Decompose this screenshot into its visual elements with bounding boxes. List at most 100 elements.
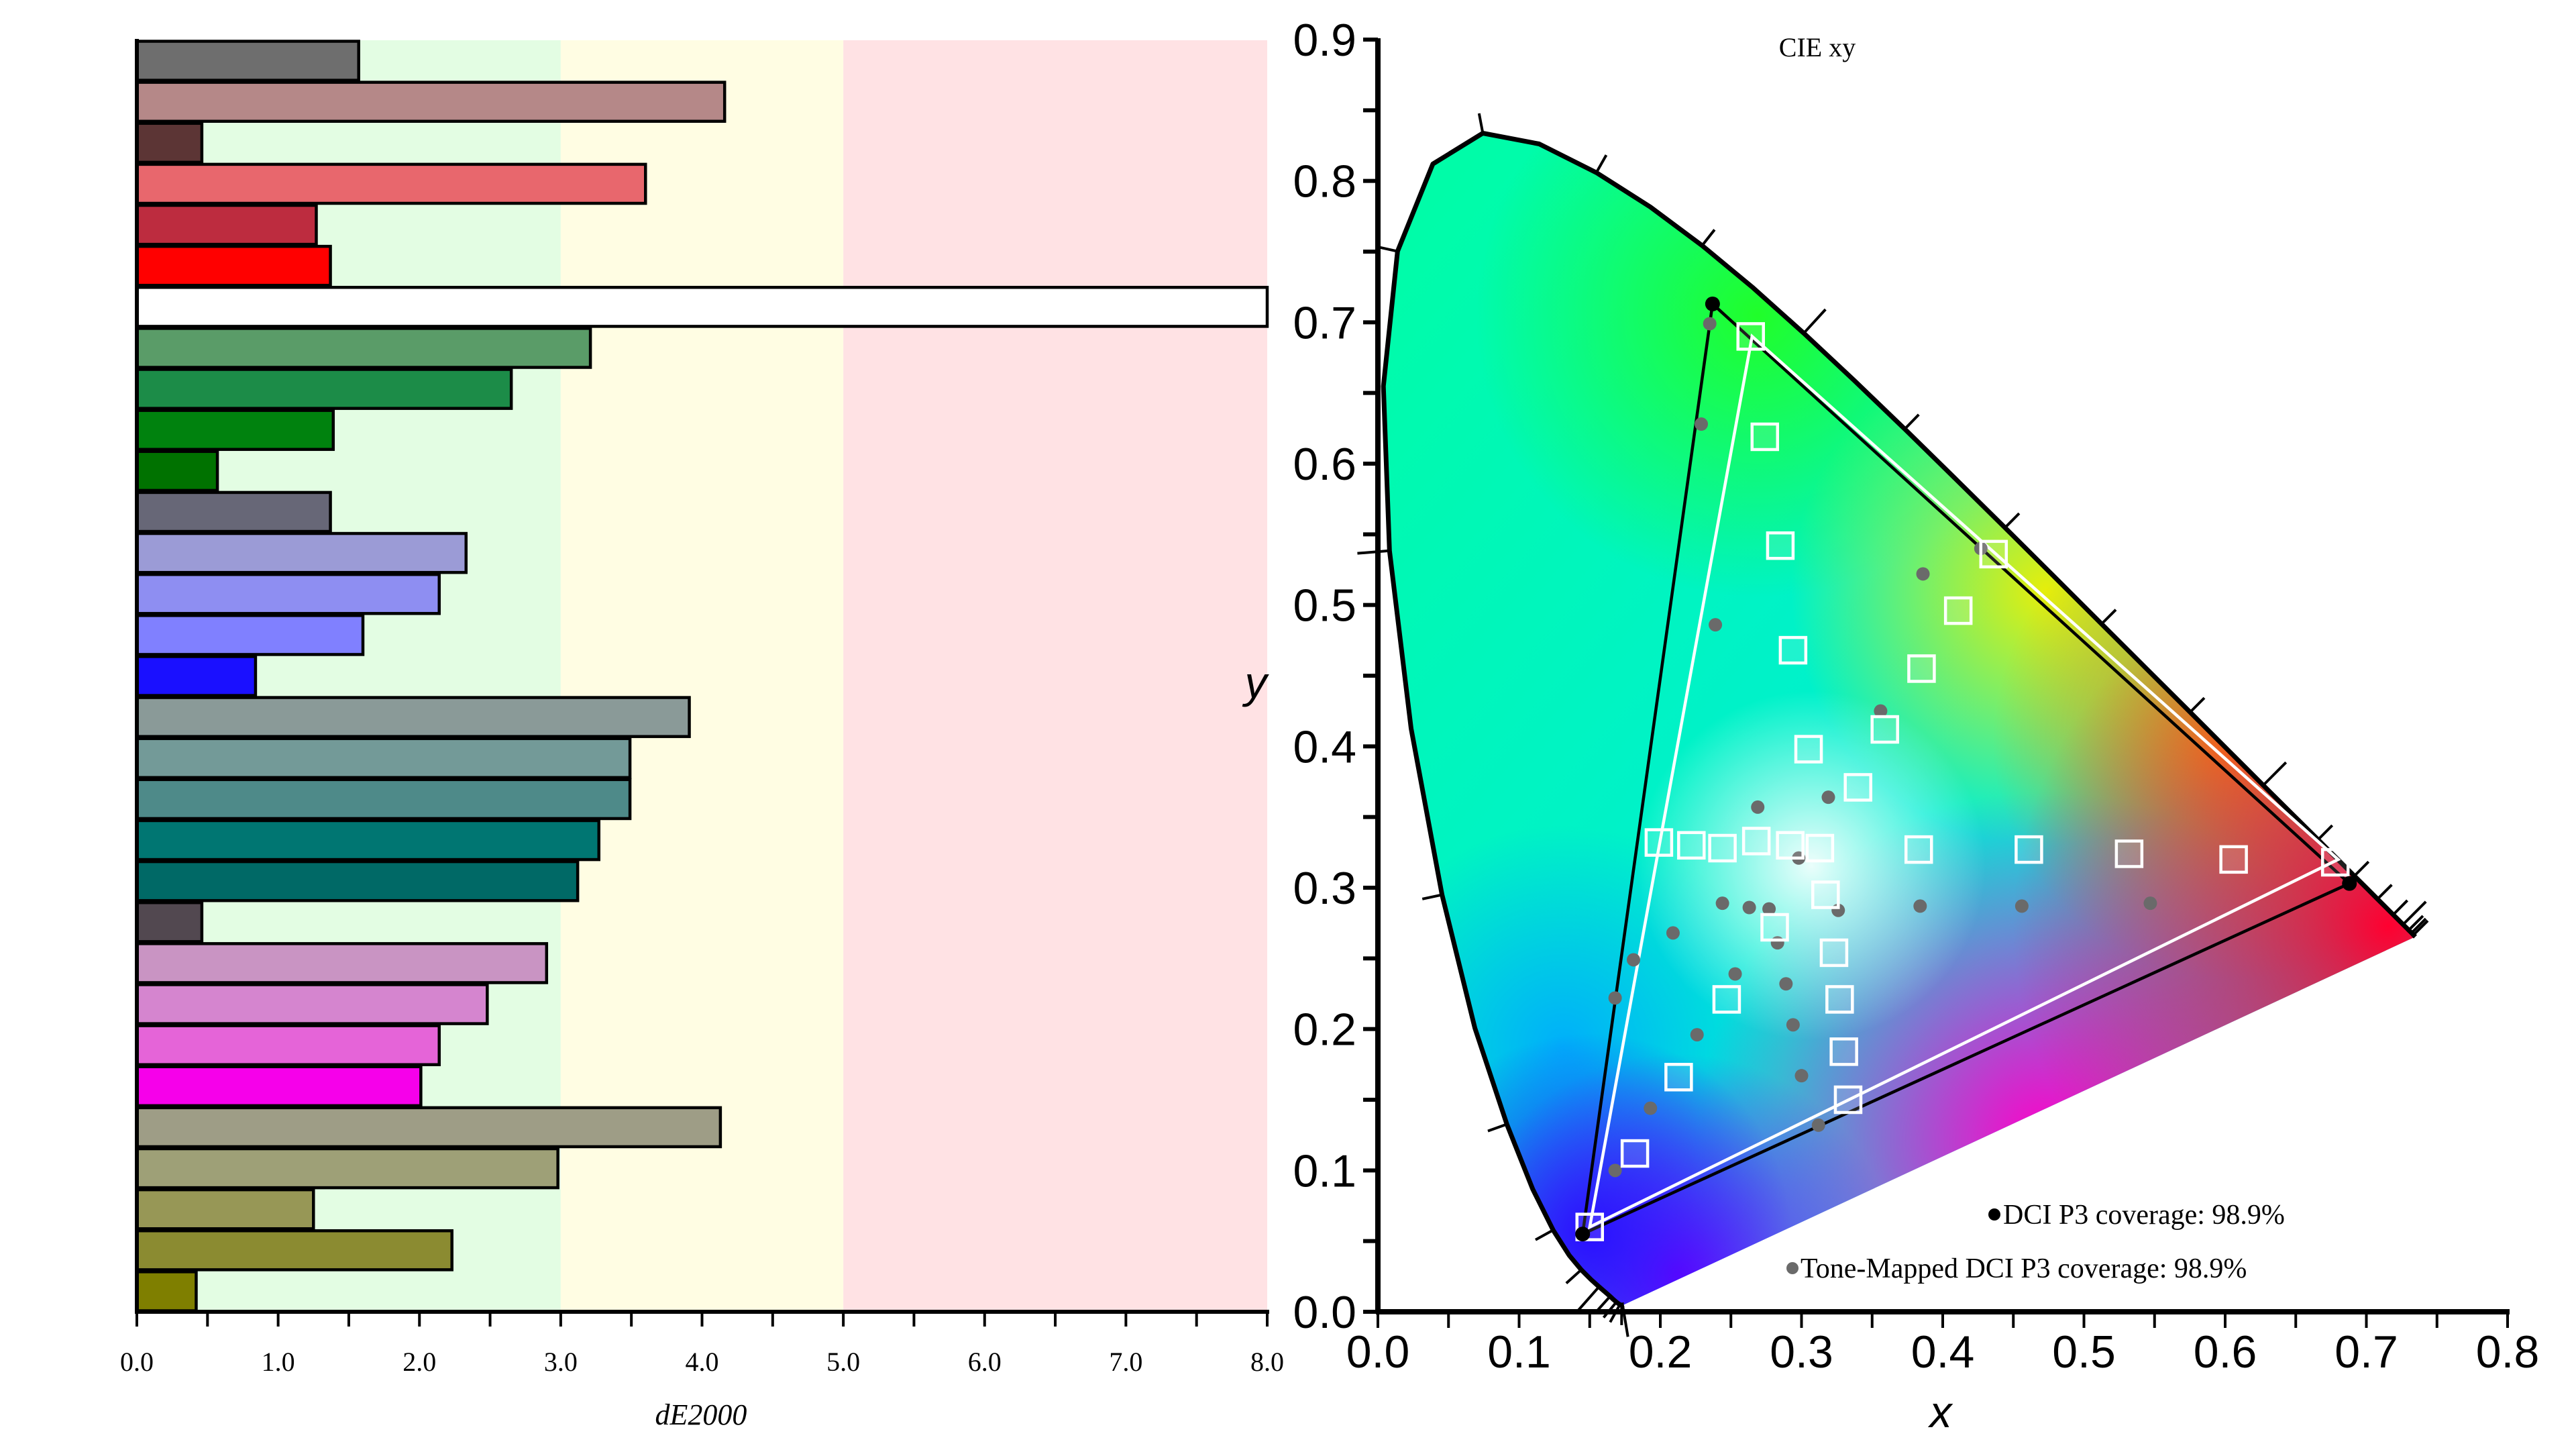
primary-vertex xyxy=(2342,876,2357,891)
cie-y-axis-label: y xyxy=(1242,658,1270,707)
bar xyxy=(135,1270,198,1312)
target-points xyxy=(1575,322,2350,1241)
cie-x-tick-label: 0.4 xyxy=(1911,1327,1975,1378)
bar-x-axis-label: dE2000 xyxy=(655,1398,747,1431)
measured-point xyxy=(1916,567,1930,581)
legend-label-tone-mapped: Tone-Mapped DCI P3 coverage: 98.9% xyxy=(1801,1253,2247,1284)
bar xyxy=(135,40,360,82)
wavelength-tick xyxy=(2376,884,2393,900)
bar xyxy=(135,450,219,493)
wavelength-tick xyxy=(2004,512,2021,529)
cie-y-tick-label: 0.2 xyxy=(1293,1004,1356,1055)
target-point xyxy=(2015,835,2043,864)
wavelength-tick xyxy=(1357,549,1390,555)
target-point xyxy=(1907,654,1936,683)
tolerance-bands xyxy=(137,40,1267,1312)
measured-point xyxy=(1695,417,1709,431)
measured-point xyxy=(1709,618,1723,632)
bar xyxy=(135,203,318,246)
bar xyxy=(135,1147,559,1190)
measured-point xyxy=(1608,991,1622,1005)
target-point xyxy=(1794,735,1823,764)
cie-title: CIE xy xyxy=(1779,32,1856,62)
target-point xyxy=(1776,831,1805,860)
measured-point xyxy=(1608,1163,1622,1178)
legend-marker-dci-p3 xyxy=(1988,1208,2000,1221)
wavelength-tick xyxy=(2189,696,2206,713)
wavelength-tick xyxy=(1477,113,1485,134)
bar-x-tick-label: 4.0 xyxy=(686,1347,719,1377)
target-point xyxy=(1712,985,1741,1014)
wavelength-tick xyxy=(2410,917,2427,934)
wavelength-tick xyxy=(2100,609,2117,625)
bar xyxy=(135,614,365,656)
target-point xyxy=(1760,913,1789,942)
gamut-triangles xyxy=(1580,301,2353,1237)
bar-x-tick-labels: 0.0 1.0 2.0 3.0 4.0 5.0 6.0 7.0 8.0 xyxy=(120,1347,1284,1377)
bar xyxy=(135,860,580,902)
gamut-vertices xyxy=(1575,296,2357,1242)
bar-x-tick-label: 6.0 xyxy=(968,1347,1002,1377)
cie-y-tick-labels: 0.0 0.1 0.2 0.3 0.4 0.5 0.6 0.7 0.8 0.9 xyxy=(1293,15,1356,1338)
target-point xyxy=(1979,539,2008,569)
legend-marker-tone-mapped xyxy=(1786,1262,1799,1274)
bar xyxy=(135,490,332,533)
bar xyxy=(135,1229,453,1272)
wavelength-tick xyxy=(2402,900,2427,926)
cie-y-tick-label: 0.6 xyxy=(1293,439,1356,490)
cie-xy-diagram: 0.0 0.1 0.2 0.3 0.4 0.5 0.6 0.7 0.8 0.0 0.1 0.2 0.3… xyxy=(1242,15,2540,1437)
target-point xyxy=(1708,833,1737,863)
measured-point xyxy=(1913,899,1927,913)
bar-x-tick-label: 7.0 xyxy=(1109,1347,1142,1377)
gamut-triangle-dci-p3 xyxy=(1580,301,2353,1237)
wavelength-tick xyxy=(1576,1286,1601,1312)
measured-point xyxy=(1728,967,1742,981)
measured-point xyxy=(1703,317,1717,331)
target-point xyxy=(1833,1085,1863,1115)
bar xyxy=(135,1024,441,1066)
cie-y-tick-label: 0.5 xyxy=(1293,580,1356,631)
cie-x-axis-label: x xyxy=(1928,1387,1953,1437)
cie-y-tick-label: 0.8 xyxy=(1293,156,1356,207)
target-point xyxy=(1664,1063,1693,1092)
wavelength-tick xyxy=(1421,893,1442,900)
wavelength-tick xyxy=(1534,1229,1554,1241)
target-point xyxy=(1620,1139,1650,1168)
bar xyxy=(135,1106,722,1149)
measured-point xyxy=(1811,1118,1825,1132)
wavelength-tick xyxy=(1487,1123,1507,1133)
bar xyxy=(135,942,549,984)
target-point xyxy=(2219,845,2248,874)
wavelength-ticks xyxy=(1357,113,2429,1337)
cie-y-ticks xyxy=(1363,38,1378,1314)
bar xyxy=(135,81,727,123)
measured-point xyxy=(1874,704,1888,718)
target-point xyxy=(1778,635,1808,665)
cie-x-tick-label: 0.5 xyxy=(2052,1327,2116,1378)
cie-x-tick-label: 0.3 xyxy=(1770,1327,1833,1378)
wavelength-tick xyxy=(2412,919,2429,936)
cie-y-tick-label: 0.0 xyxy=(1293,1287,1356,1338)
bar xyxy=(135,983,489,1025)
gamut-triangle-tone-mapped xyxy=(1587,333,2341,1230)
bar xyxy=(135,696,691,738)
target-point xyxy=(1644,828,1674,857)
bar-x-tick-label: 3.0 xyxy=(544,1347,578,1377)
wavelength-tick xyxy=(1377,246,1398,253)
target-point xyxy=(1750,422,1780,452)
measured-point xyxy=(1821,790,1835,805)
target-point xyxy=(1736,322,1765,351)
measured-point xyxy=(1644,1101,1658,1115)
cie-y-tick-label: 0.7 xyxy=(1293,297,1356,348)
wavelength-tick xyxy=(1803,308,1827,334)
cie-x-tick-label: 0.0 xyxy=(1346,1327,1410,1378)
target-point xyxy=(1870,715,1899,744)
target-point xyxy=(1829,1037,1858,1066)
cie-y-tick-label: 0.3 xyxy=(1293,863,1356,914)
wavelength-tick xyxy=(2408,915,2424,931)
measured-point xyxy=(1742,900,1756,915)
measured-point xyxy=(1762,902,1776,916)
bar xyxy=(135,737,632,780)
band-2 xyxy=(843,40,1267,1312)
